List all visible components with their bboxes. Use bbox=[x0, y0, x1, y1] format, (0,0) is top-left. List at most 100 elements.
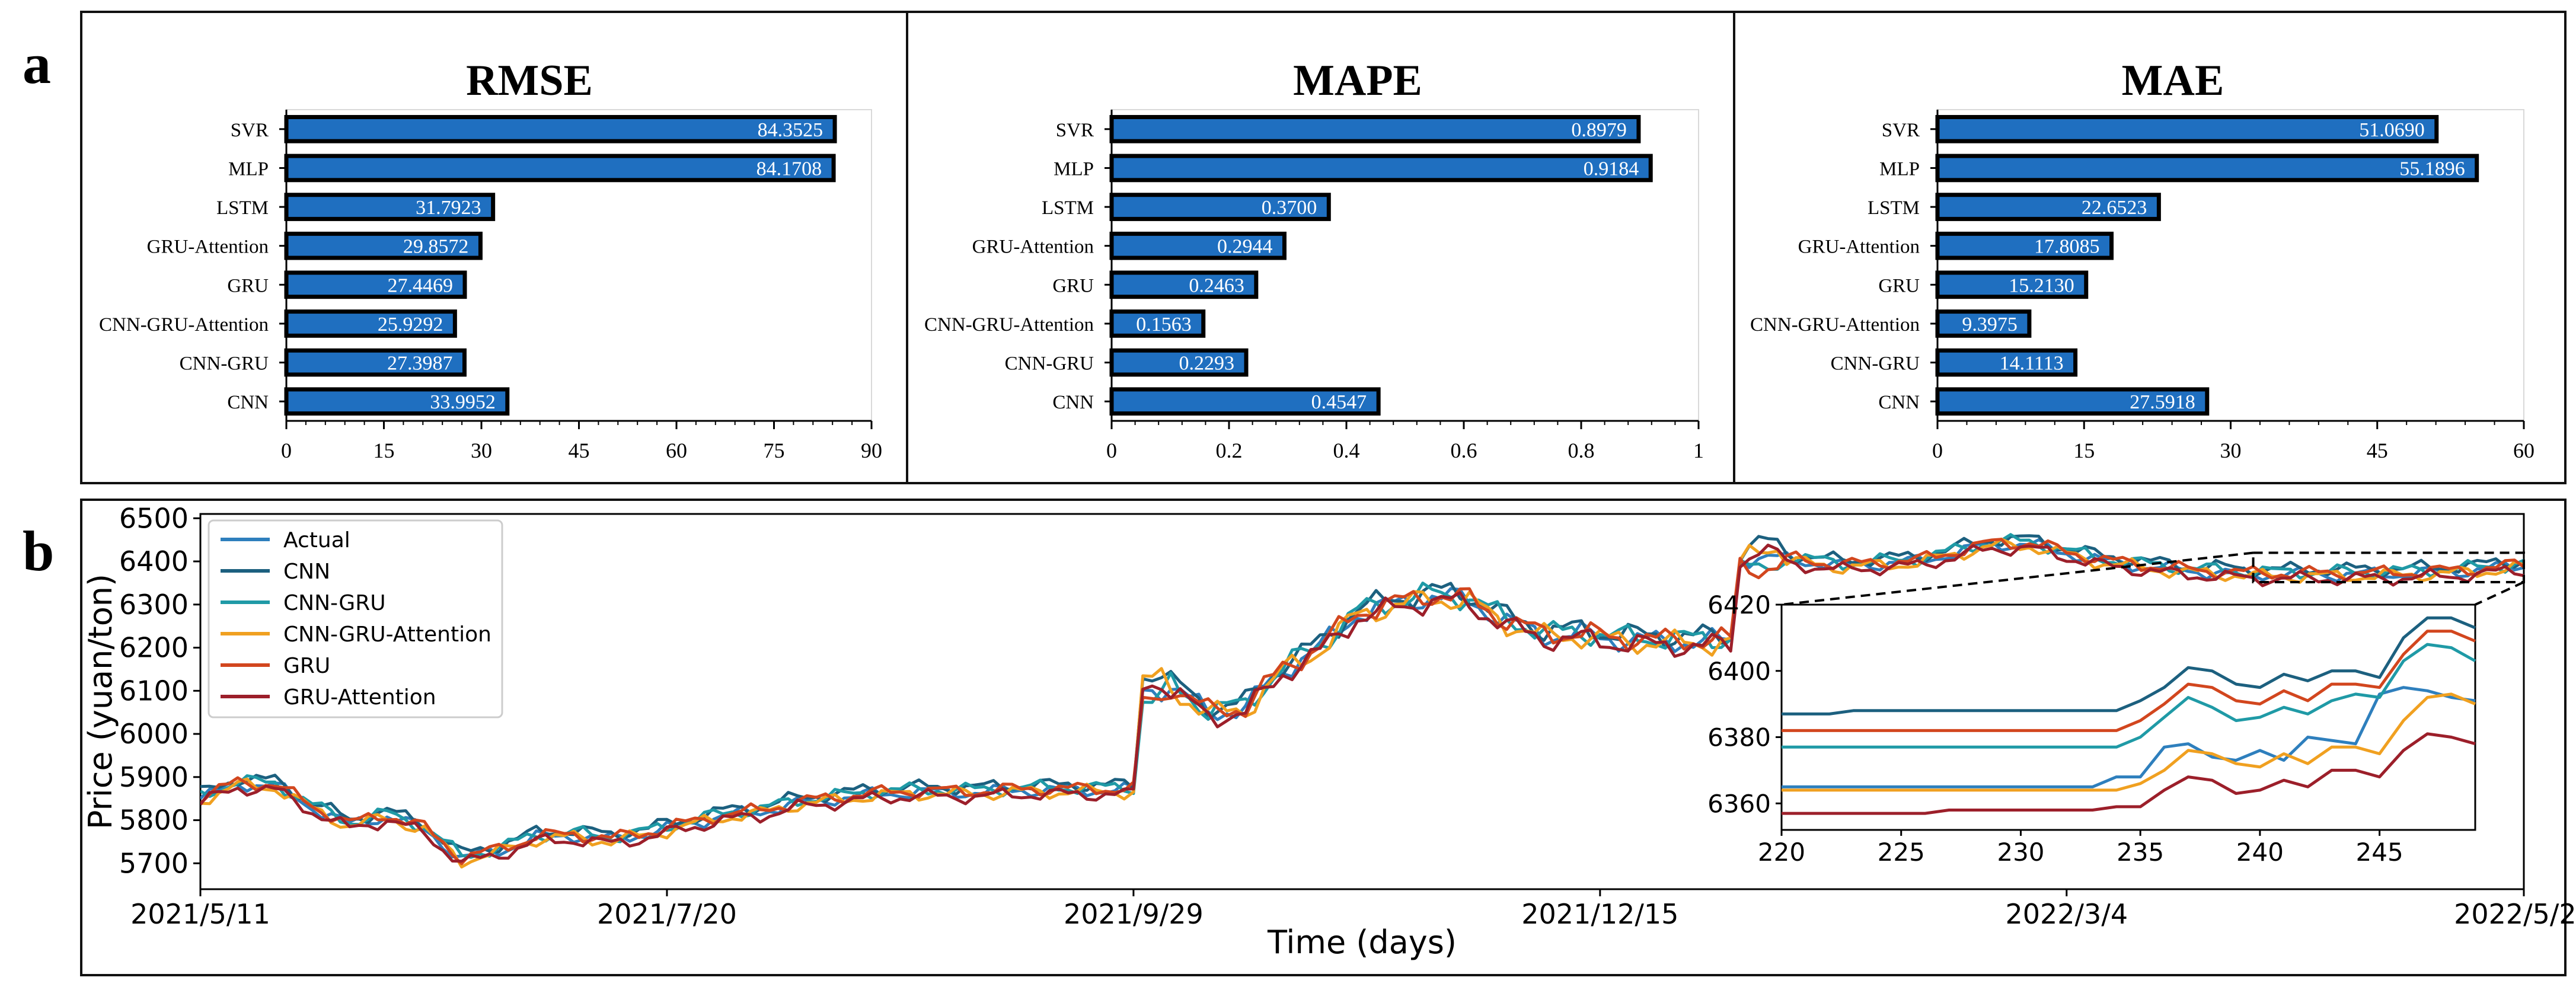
bar-value-label: 9.3975 bbox=[1962, 314, 2018, 336]
bar-value-label: 0.8979 bbox=[1571, 119, 1627, 141]
bar-cnn bbox=[284, 387, 510, 416]
x-tick-label: 0.6 bbox=[1451, 439, 1477, 462]
category-label: MLP bbox=[1879, 158, 1920, 180]
bar-value-label: 0.2944 bbox=[1217, 236, 1273, 258]
bar-chart-group: RMSE 0 15 30 45 60 75 90 SVR 84.3525 MLP 84.1708 LST… bbox=[99, 56, 2534, 462]
bar-gru-attention bbox=[1109, 231, 1287, 260]
x-tick-label: 0 bbox=[1106, 439, 1117, 462]
bar-cnn bbox=[1109, 387, 1381, 416]
bar-value-label: 51.0690 bbox=[2359, 119, 2425, 141]
category-label: LSTM bbox=[216, 197, 269, 219]
inset-y-tick-label: 6380 bbox=[1707, 723, 1771, 752]
y-tick-label: 6000 bbox=[119, 718, 189, 750]
bar-cnn-gru-attention bbox=[1109, 309, 1206, 338]
bar-gru bbox=[1935, 270, 2089, 299]
zoom-connector bbox=[1781, 551, 2253, 606]
bar-value-label: 29.8572 bbox=[403, 236, 469, 258]
series-line-gru-attention bbox=[200, 544, 2524, 863]
inset-plot-area bbox=[1780, 603, 2476, 831]
x-tick-label: 0.4 bbox=[1333, 439, 1360, 462]
category-label: GRU bbox=[227, 275, 269, 296]
category-label: MLP bbox=[1054, 158, 1094, 180]
y-tick-label: 6400 bbox=[119, 545, 189, 577]
x-tick-label: 2022/5/23 bbox=[2454, 898, 2576, 930]
bar-cnn-gru bbox=[1935, 348, 2078, 377]
legend-box bbox=[208, 519, 503, 718]
bar-svr bbox=[1109, 114, 1641, 143]
bar-value-label: 31.7923 bbox=[416, 197, 481, 219]
bar-value-label: 14.1113 bbox=[2000, 353, 2064, 375]
legend-entry: CNN bbox=[283, 560, 330, 584]
x-tick-label: 15 bbox=[2073, 439, 2095, 462]
bar-value-label: 0.1563 bbox=[1136, 314, 1192, 336]
inset-series-line-cnn-gru-attention bbox=[1782, 692, 2476, 792]
bar-gru-attention bbox=[1935, 231, 2114, 260]
bar-mlp bbox=[284, 154, 836, 183]
category-label: GRU bbox=[1052, 275, 1094, 296]
category-label: CNN bbox=[227, 392, 269, 413]
legend-entry: CNN-GRU-Attention bbox=[283, 622, 491, 647]
inset-series-line-cnn bbox=[1782, 616, 2476, 716]
x-tick-label: 2021/9/29 bbox=[1064, 898, 1204, 930]
legend-entry: CNN-GRU bbox=[283, 591, 386, 615]
inset-series-line-cnn-gru bbox=[1782, 643, 2476, 749]
legend-entry: Actual bbox=[283, 528, 350, 552]
y-tick-label: 6100 bbox=[119, 675, 189, 707]
x-tick-label: 2022/3/4 bbox=[2005, 898, 2128, 930]
y-tick-label: 6200 bbox=[119, 632, 189, 664]
bar-gru bbox=[284, 270, 467, 299]
bar-cnn-gru-attention bbox=[1935, 309, 2032, 338]
x-tick-label: 0 bbox=[281, 439, 292, 462]
bar-mlp bbox=[1935, 154, 2479, 183]
category-label: CNN-GRU-Attention bbox=[99, 314, 269, 336]
x-tick-label: 60 bbox=[666, 439, 687, 462]
bar-value-label: 27.5918 bbox=[2130, 391, 2195, 413]
panel-label-a: a bbox=[23, 32, 51, 95]
bar-cnn-gru bbox=[284, 348, 467, 377]
bar-value-label: 0.9184 bbox=[1584, 158, 1639, 180]
x-tick-label: 75 bbox=[764, 439, 785, 462]
bar-value-label: 15.2130 bbox=[2009, 274, 2074, 296]
bar-value-label: 0.3700 bbox=[1262, 197, 1317, 219]
category-label: CNN-GRU bbox=[180, 353, 269, 375]
category-label: LSTM bbox=[1042, 197, 1094, 219]
y-tick-label: 5800 bbox=[119, 804, 189, 836]
x-tick-label: 2021/5/11 bbox=[130, 898, 270, 930]
bar-gru bbox=[1109, 270, 1259, 299]
inset-series-line-gru-attention bbox=[1782, 732, 2476, 815]
category-label: CNN-GRU-Attention bbox=[924, 314, 1094, 336]
inset-series-line-actual bbox=[1782, 686, 2476, 788]
bar-value-label: 27.4469 bbox=[388, 274, 454, 296]
zoom-connector bbox=[2475, 581, 2524, 606]
y-tick-label: 5900 bbox=[119, 761, 189, 793]
panel-label-b: b bbox=[23, 519, 54, 583]
legend: Actual CNN CNN-GRU CNN-GRU-Attention GRU GRU-… bbox=[208, 519, 503, 718]
category-label: SVR bbox=[1882, 120, 1920, 141]
panel-b-frame bbox=[80, 499, 2567, 976]
bar-chart-mae: MAE 0 15 30 45 60 SVR 51.0690 MLP 55.1896 LSTM 22.6… bbox=[1750, 56, 2534, 462]
legend-entry: GRU bbox=[283, 654, 330, 678]
bar-value-label: 0.4547 bbox=[1311, 391, 1367, 413]
bar-value-label: 25.9292 bbox=[378, 314, 443, 336]
category-label: SVR bbox=[1056, 120, 1094, 141]
category-label: LSTM bbox=[1868, 197, 1920, 219]
panel-a-frame bbox=[80, 11, 2567, 484]
series-line-cnn-gru bbox=[200, 533, 2524, 859]
category-label: MLP bbox=[228, 158, 269, 180]
zoom-region-box bbox=[2252, 551, 2526, 583]
bar-cnn-gru bbox=[1109, 348, 1249, 377]
x-tick-label: 0 bbox=[1932, 439, 1943, 462]
bar-value-label: 0.2293 bbox=[1179, 353, 1235, 375]
category-label: GRU-Attention bbox=[147, 237, 269, 258]
bar-value-label: 33.9952 bbox=[430, 391, 496, 413]
bar-value-label: 17.8085 bbox=[2034, 236, 2100, 258]
x-tick-label: 2021/12/15 bbox=[1521, 898, 1678, 930]
x-tick-label: 2021/7/20 bbox=[597, 898, 737, 930]
x-tick-label: 1 bbox=[1693, 439, 1704, 462]
x-tick-label: 90 bbox=[861, 439, 882, 462]
category-label: CNN bbox=[1878, 392, 1920, 413]
category-label: CNN-GRU bbox=[1831, 353, 1920, 375]
x-tick-label: 15 bbox=[374, 439, 395, 462]
x-tick-label: 45 bbox=[2367, 439, 2388, 462]
